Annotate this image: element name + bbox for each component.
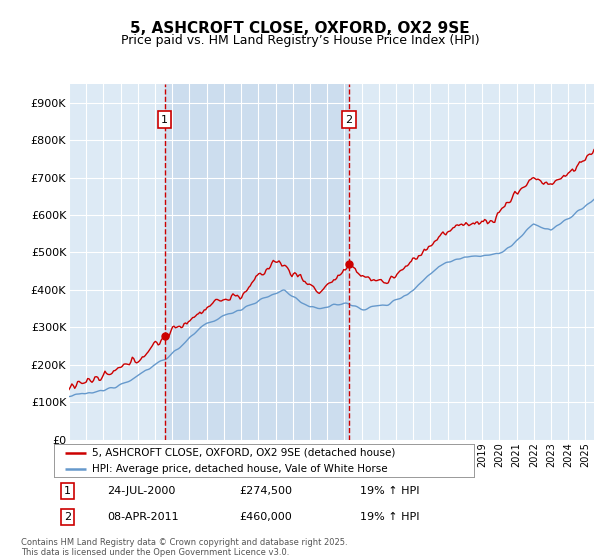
Text: Contains HM Land Registry data © Crown copyright and database right 2025.
This d: Contains HM Land Registry data © Crown c… bbox=[21, 538, 347, 557]
Text: 1: 1 bbox=[64, 486, 71, 496]
Text: £460,000: £460,000 bbox=[239, 512, 292, 522]
Text: £274,500: £274,500 bbox=[239, 486, 292, 496]
Text: Price paid vs. HM Land Registry’s House Price Index (HPI): Price paid vs. HM Land Registry’s House … bbox=[121, 34, 479, 46]
Text: 24-JUL-2000: 24-JUL-2000 bbox=[107, 486, 175, 496]
Text: 5, ASHCROFT CLOSE, OXFORD, OX2 9SE: 5, ASHCROFT CLOSE, OXFORD, OX2 9SE bbox=[130, 21, 470, 36]
Text: 08-APR-2011: 08-APR-2011 bbox=[107, 512, 178, 522]
Text: 5, ASHCROFT CLOSE, OXFORD, OX2 9SE (detached house): 5, ASHCROFT CLOSE, OXFORD, OX2 9SE (deta… bbox=[92, 447, 395, 458]
Text: 1: 1 bbox=[161, 115, 168, 124]
Text: 2: 2 bbox=[64, 512, 71, 522]
Text: HPI: Average price, detached house, Vale of White Horse: HPI: Average price, detached house, Vale… bbox=[92, 464, 388, 474]
Text: 19% ↑ HPI: 19% ↑ HPI bbox=[360, 486, 420, 496]
Text: 2: 2 bbox=[346, 115, 353, 124]
Text: 19% ↑ HPI: 19% ↑ HPI bbox=[360, 512, 420, 522]
Bar bbox=[165, 84, 349, 440]
